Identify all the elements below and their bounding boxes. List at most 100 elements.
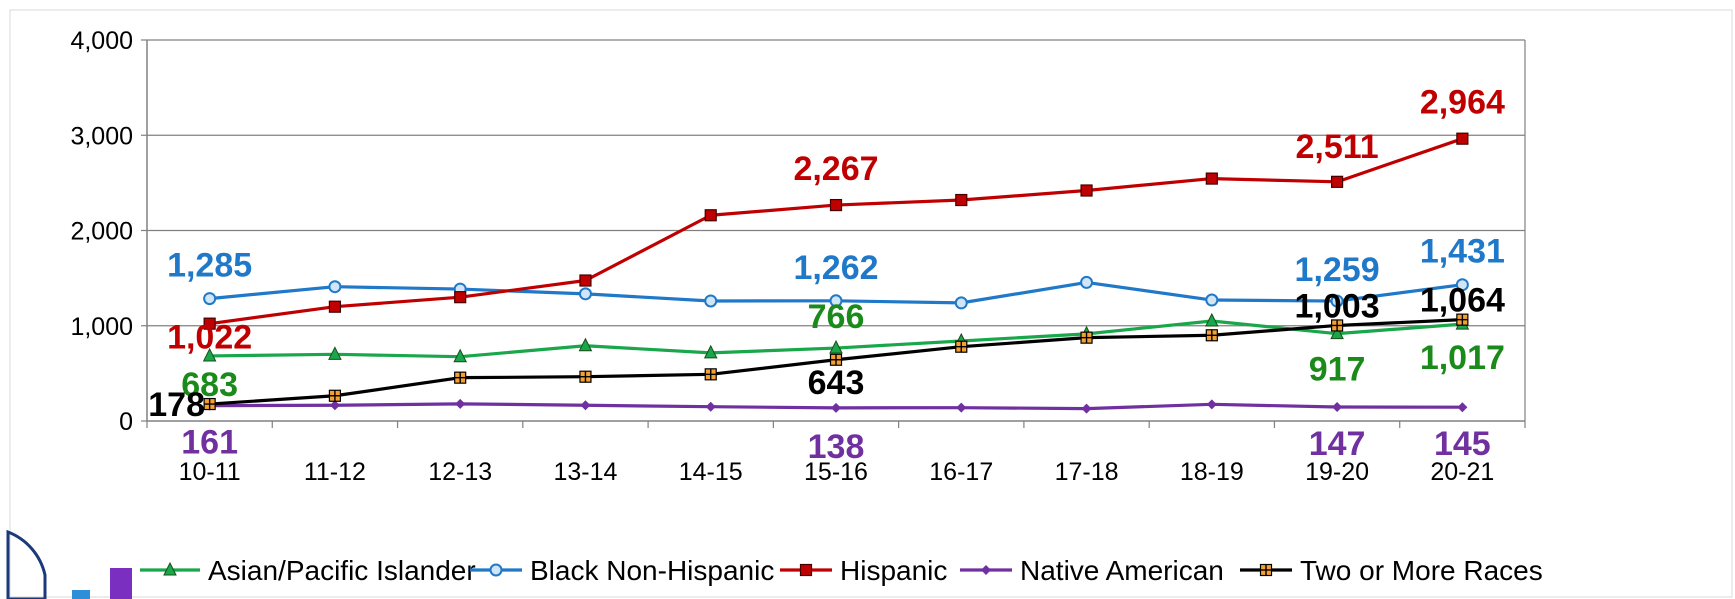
axes: 0 1,000 2,000 3,000 4,000 10-11 11-12 12-13 13-1… <box>70 27 1526 486</box>
y-tick-label: 1,000 <box>70 313 133 341</box>
point-marker-triangle <box>1205 312 1219 327</box>
series-hispanic <box>203 132 1469 330</box>
point-marker-square <box>579 274 592 287</box>
point-marker-plus-square <box>829 353 843 366</box>
point-marker-circle <box>704 294 718 308</box>
point-marker-diamond <box>1081 403 1092 414</box>
legend-label: Native American <box>1020 555 1224 586</box>
x-tick-label: 16-17 <box>929 458 993 486</box>
point-marker-diamond <box>1206 399 1217 410</box>
legend-item: Two or More Races <box>1240 555 1543 586</box>
legend: Asian/Pacific Islander Black Non-Hispanic… <box>140 555 1543 586</box>
data-label: 2,964 <box>1420 84 1505 122</box>
point-marker-circle <box>1205 293 1219 307</box>
x-tick-label: 11-12 <box>304 458 366 486</box>
point-marker-triangle <box>1330 325 1344 340</box>
x-tick-label: 12-13 <box>428 458 492 486</box>
data-label: 147 <box>1309 425 1366 463</box>
point-marker-diamond <box>329 400 340 411</box>
point-marker-square <box>829 198 843 212</box>
legend-item: Native American <box>960 555 1224 586</box>
point-marker-triangle <box>328 346 342 360</box>
data-label: 766 <box>808 298 865 336</box>
data-label: 1,064 <box>1420 282 1505 320</box>
point-marker-circle <box>829 294 843 308</box>
point-marker-plus-square <box>1080 331 1093 344</box>
logo-mark <box>6 529 132 599</box>
point-marker-triangle <box>703 344 718 359</box>
series-native-american <box>204 398 1468 414</box>
y-tick-label: 3,000 <box>70 122 133 150</box>
data-labels: 683 766 917 1,017 1,285 1,262 1,259 1,431 1,022 2… <box>148 84 1505 466</box>
point-marker-plus-square <box>579 370 592 383</box>
point-marker-diamond <box>580 400 591 411</box>
point-marker-diamond <box>981 565 991 575</box>
x-tick-label: 17-18 <box>1055 458 1119 486</box>
data-label: 1,003 <box>1295 287 1380 325</box>
point-marker-plus-square <box>454 371 467 384</box>
legend-item: Black Non-Hispanic <box>470 555 774 586</box>
point-marker-diamond <box>1332 401 1343 412</box>
point-marker-square <box>328 300 342 313</box>
data-label: 1,431 <box>1420 233 1505 271</box>
series-two-or-more-races <box>203 313 1469 411</box>
plot-area-border <box>9 9 1733 598</box>
point-marker-plus-square <box>704 368 717 381</box>
data-label: 1,262 <box>793 249 878 287</box>
data-label: 643 <box>808 364 865 402</box>
data-label: 1,259 <box>1295 251 1380 289</box>
point-marker-triangle <box>202 347 217 362</box>
x-tick-label: 10-11 <box>179 458 241 486</box>
x-tick-label: 15-16 <box>804 458 868 486</box>
y-tick-label: 0 <box>119 408 133 436</box>
point-marker-square <box>799 563 813 577</box>
data-label: 1,022 <box>167 319 252 357</box>
point-marker-circle <box>1080 275 1094 289</box>
point-marker-circle <box>1330 294 1344 308</box>
legend-label: Hispanic <box>840 555 947 586</box>
point-marker-circle <box>203 292 217 306</box>
y-tick-label: 4,000 <box>70 27 133 55</box>
legend-item: Asian/Pacific Islander <box>140 555 476 586</box>
y-tick-label: 2,000 <box>70 218 133 246</box>
point-marker-square <box>1456 132 1469 145</box>
point-marker-diamond <box>1457 402 1468 413</box>
x-tick-label: 13-14 <box>553 458 617 486</box>
point-marker-square <box>1205 172 1218 185</box>
point-marker-circle <box>489 563 503 577</box>
point-marker-triangle <box>578 337 593 352</box>
data-label: 161 <box>181 424 238 462</box>
point-marker-diamond <box>956 402 967 413</box>
point-marker-diamond <box>455 398 466 409</box>
data-label: 1,017 <box>1420 339 1505 377</box>
point-marker-plus-square <box>955 340 968 353</box>
gridlines <box>147 39 1525 327</box>
point-marker-plus-square <box>203 397 216 411</box>
point-marker-square <box>704 209 717 222</box>
logo-arc <box>6 529 47 599</box>
point-marker-triangle <box>453 348 467 363</box>
data-label: 917 <box>1309 351 1366 389</box>
point-marker-square <box>1080 184 1093 197</box>
point-marker-square <box>203 317 216 330</box>
data-label: 138 <box>808 428 865 466</box>
x-tick-label: 18-19 <box>1180 458 1244 486</box>
point-marker-triangle <box>829 339 843 354</box>
point-marker-plus-square <box>1456 313 1469 326</box>
legend-label: Two or More Races <box>1300 555 1543 586</box>
point-marker-diamond <box>705 401 716 412</box>
data-label: 2,511 <box>1295 128 1378 166</box>
point-marker-circle <box>578 287 592 301</box>
x-tick-label: 14-15 <box>679 458 743 486</box>
data-label: 1,285 <box>167 247 252 285</box>
point-marker-triangle <box>163 561 177 576</box>
point-marker-plus-square <box>1330 319 1344 332</box>
x-tick-label: 20-21 <box>1430 458 1494 486</box>
point-marker-plus-square <box>1259 563 1273 577</box>
series-lines <box>202 132 1470 414</box>
legend-label: Asian/Pacific Islander <box>208 555 476 586</box>
point-marker-square <box>1330 175 1344 188</box>
data-label: 145 <box>1434 425 1491 463</box>
point-marker-square <box>955 193 968 207</box>
